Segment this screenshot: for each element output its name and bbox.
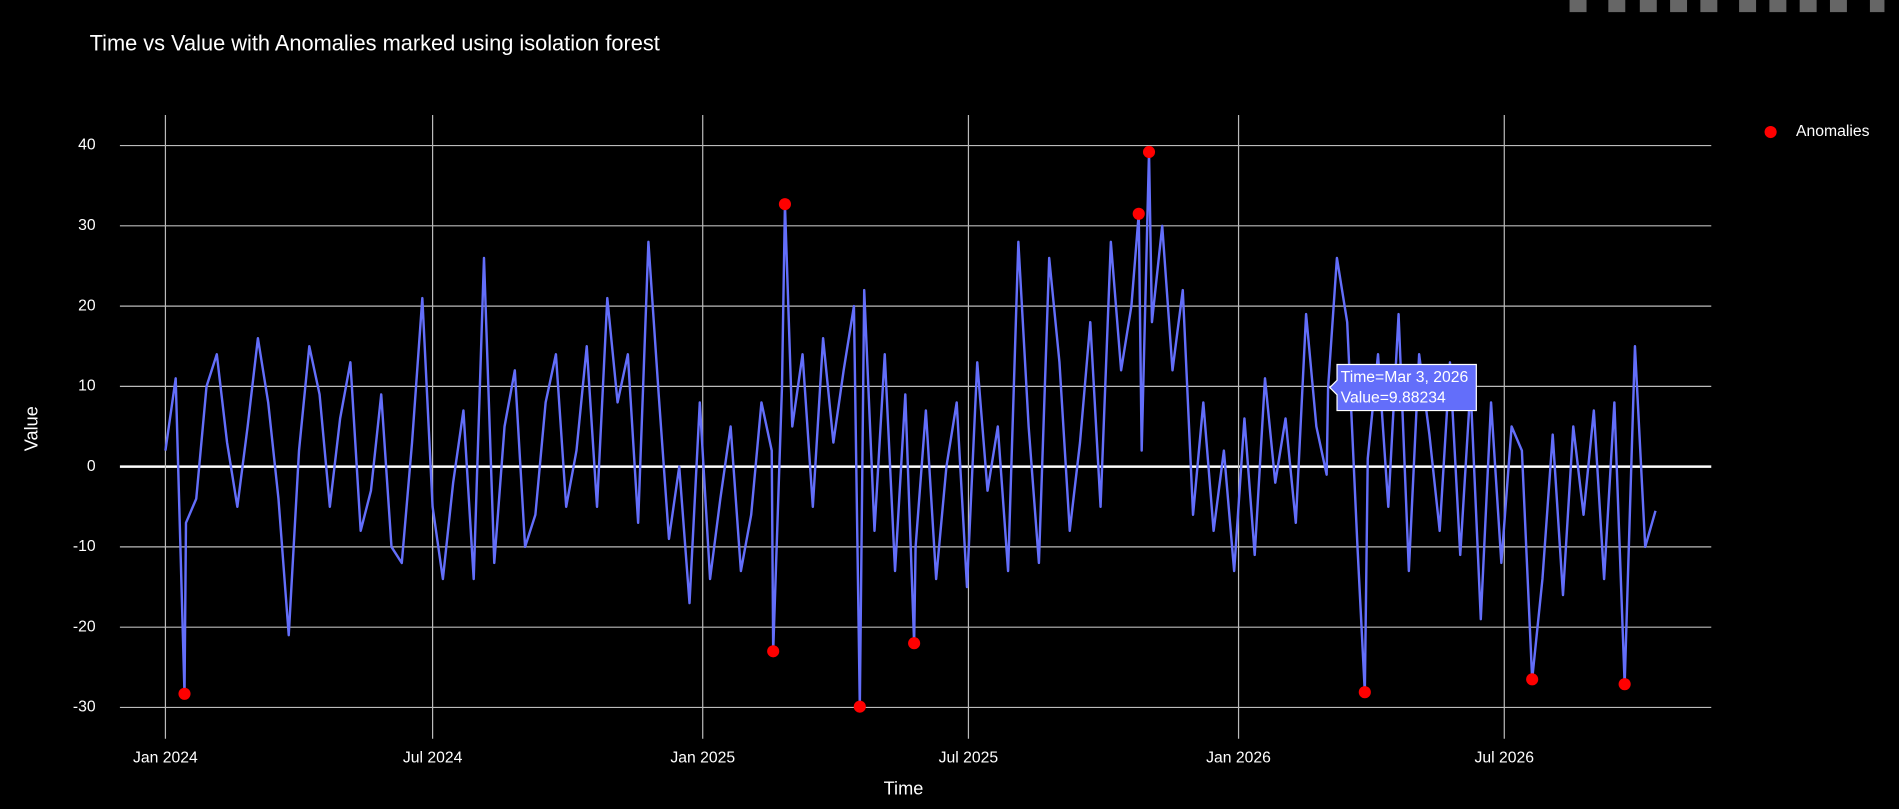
y-axis-title: Value [22, 406, 42, 451]
y-tick-label: 10 [78, 378, 96, 395]
y-tick-label: -10 [73, 538, 96, 555]
zoom-out-button[interactable] [1769, 0, 1787, 13]
autoscale-button[interactable] [1799, 0, 1817, 13]
anomaly-point [767, 645, 780, 658]
tooltip-box [1328, 363, 1477, 412]
anomaly-point [1526, 673, 1539, 686]
x-tick-label: Jul 2024 [403, 749, 463, 766]
y-tick-label: 40 [78, 137, 96, 154]
tooltip-line: Time=Mar 3, 2026 [1341, 369, 1469, 386]
x-axis-title: Time [884, 778, 924, 798]
y-tick-label: -30 [73, 699, 96, 716]
anomaly-point [778, 198, 791, 211]
x-tick-label: Jan 2025 [670, 749, 735, 766]
anomaly-point [1132, 207, 1145, 220]
zoom-in-button[interactable] [1739, 0, 1757, 13]
x-tick-label: Jul 2025 [939, 749, 999, 766]
pan-button[interactable] [1639, 0, 1657, 13]
y-tick-label: -20 [73, 618, 96, 635]
anomaly-point [1358, 686, 1371, 699]
modebar [1569, 0, 1885, 13]
chart-title: Time vs Value with Anomalies marked usin… [90, 31, 660, 56]
y-tick-label: 30 [78, 217, 96, 234]
reset-button[interactable] [1829, 0, 1847, 13]
tooltip-line: Value=9.88234 [1341, 390, 1446, 407]
anomaly-point [853, 700, 866, 713]
x-tick-label: Jan 2026 [1206, 749, 1271, 766]
x-tick-label: Jul 2026 [1475, 749, 1535, 766]
lasso-button[interactable] [1700, 0, 1718, 13]
box-select-button[interactable] [1670, 0, 1688, 13]
data-line [164, 150, 1657, 708]
legend-marker [1764, 125, 1777, 139]
plotly-logo[interactable] [1869, 0, 1885, 13]
zoom-button[interactable] [1608, 0, 1626, 13]
camera-button[interactable] [1569, 0, 1587, 13]
x-tick-label: Jan 2024 [133, 749, 198, 766]
y-tick-label: 0 [87, 458, 96, 475]
anomaly-point [908, 637, 921, 650]
y-tick-label: 20 [78, 297, 96, 314]
hover-tooltip: Time=Mar 3, 2026 Value=9.88234 [1328, 363, 1477, 412]
anomaly-point [1618, 678, 1631, 691]
anomaly-point [1142, 145, 1156, 159]
legend-label: Anomalies [1796, 123, 1870, 140]
anomaly-point [178, 687, 191, 700]
